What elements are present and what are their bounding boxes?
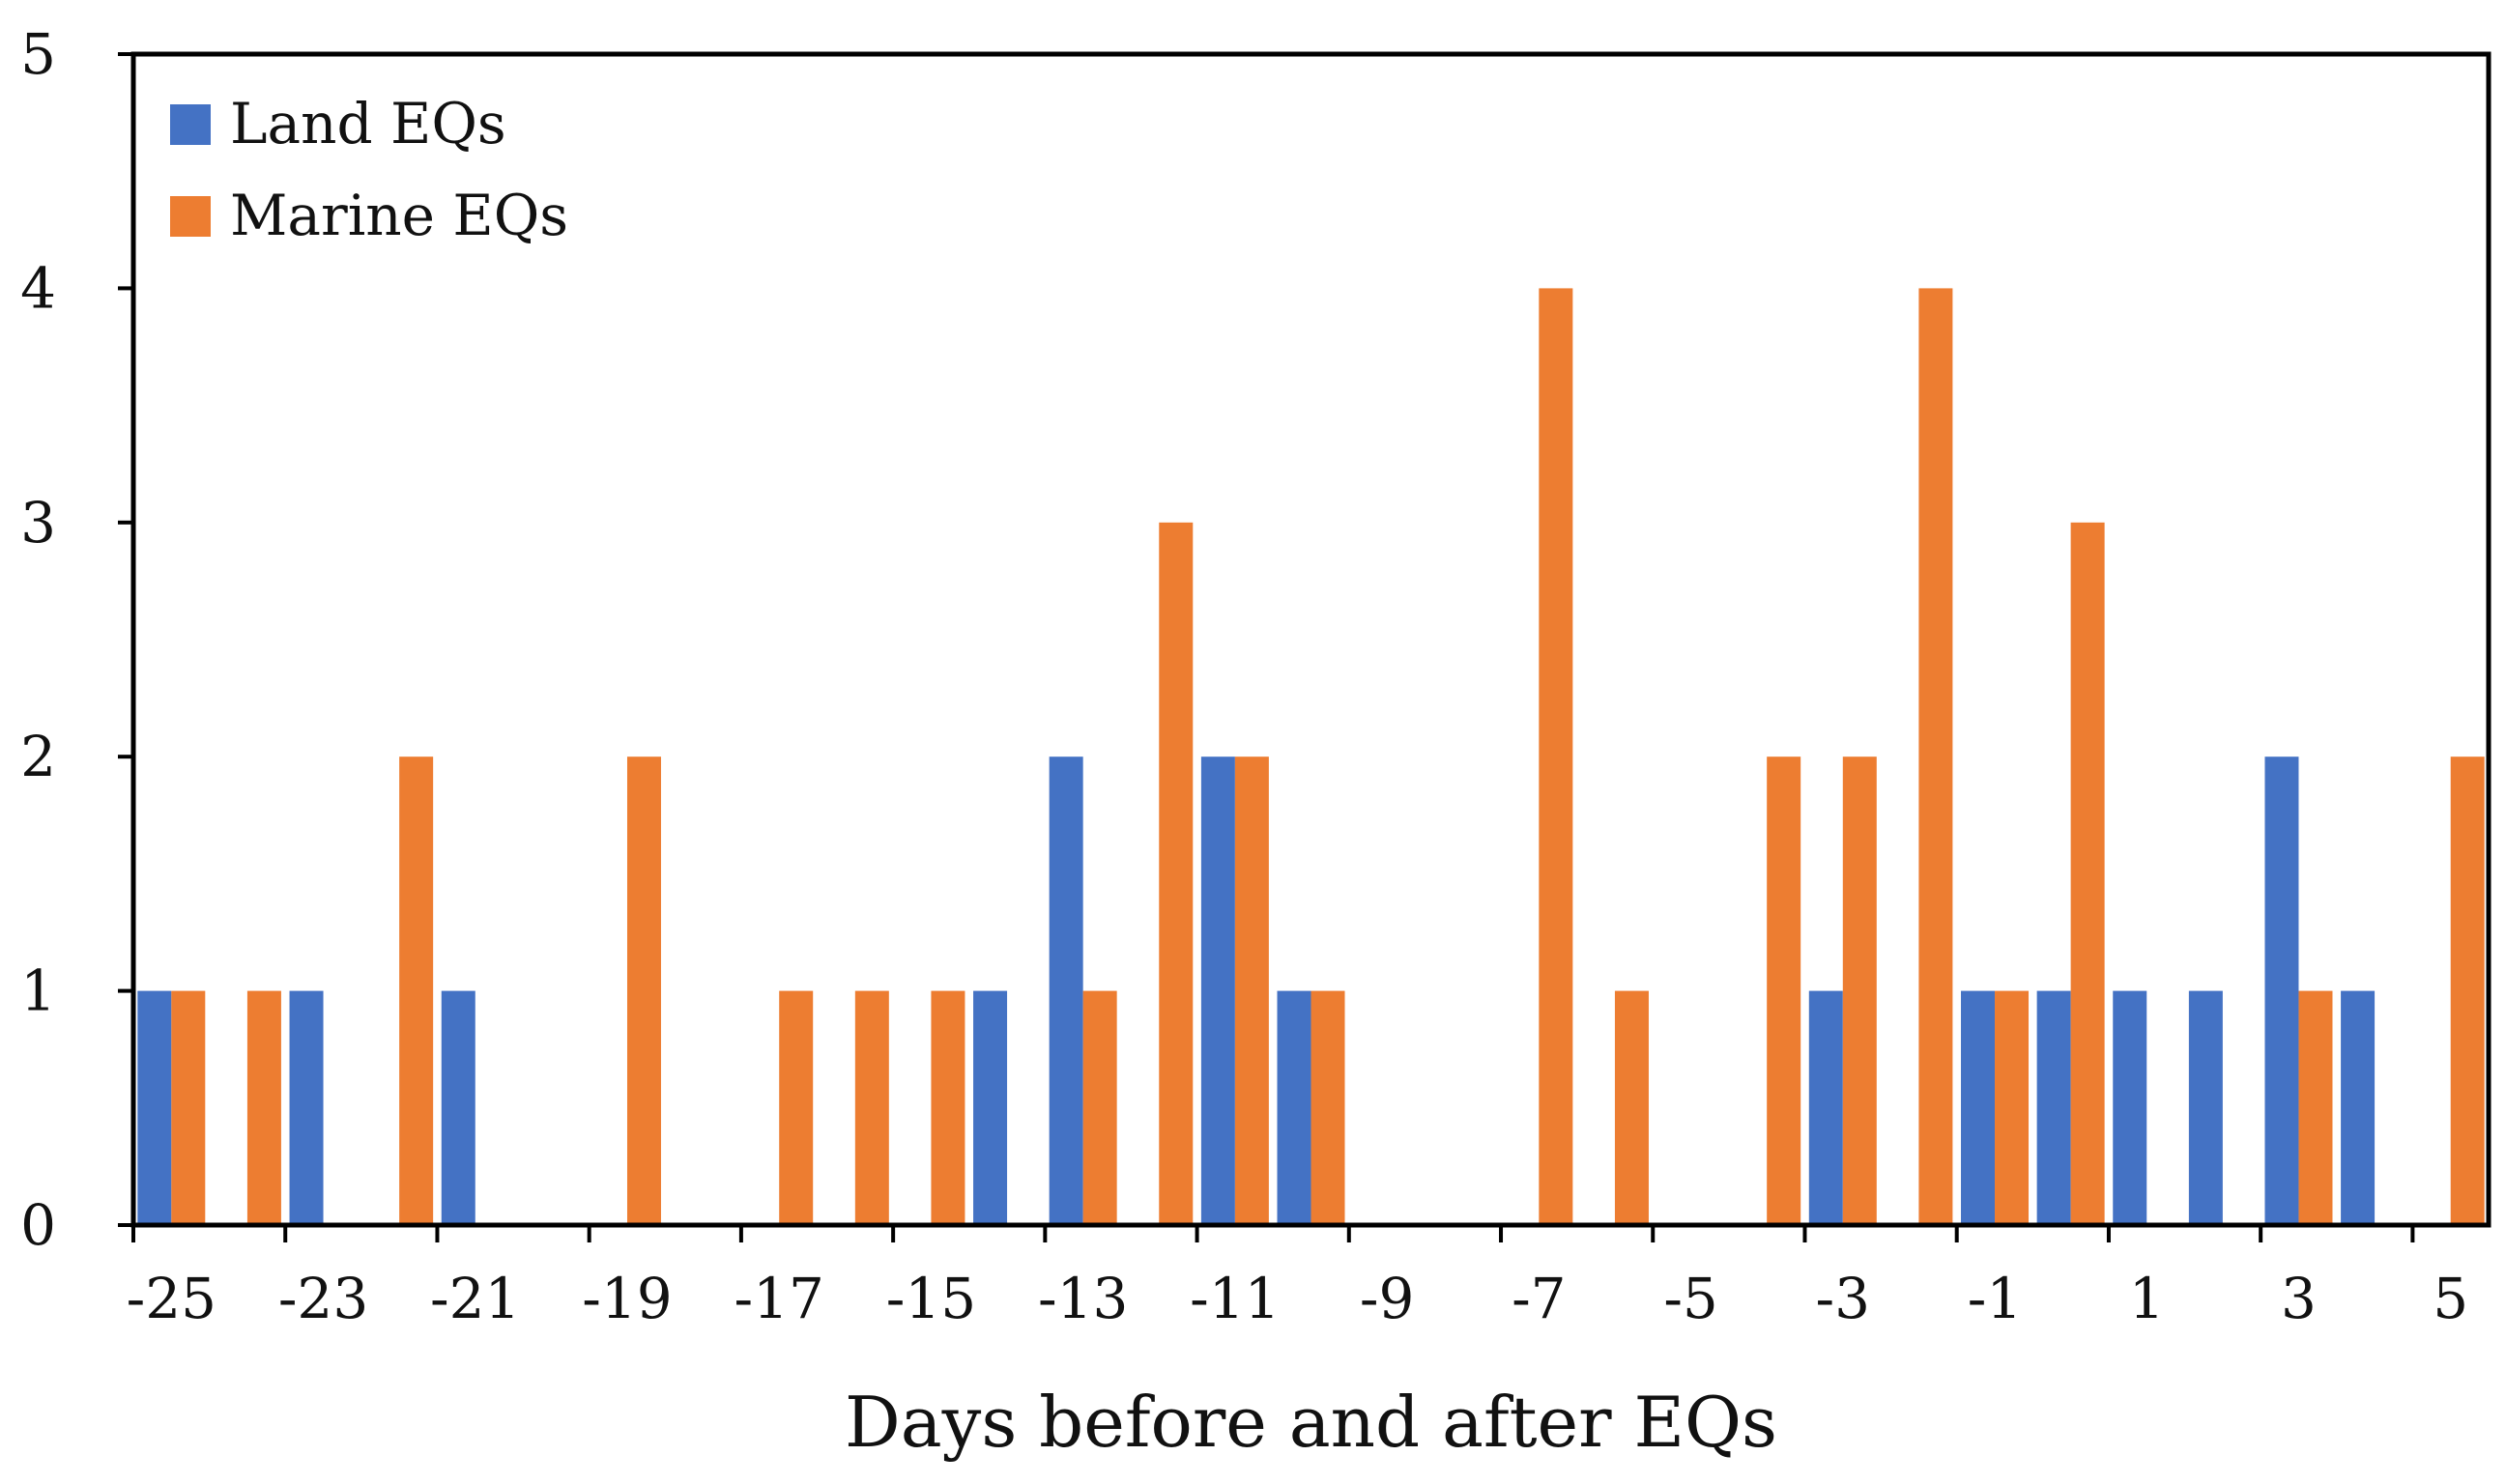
bar-land-day-3 — [2264, 756, 2299, 1225]
x-tick-label: -5 — [1663, 1266, 1718, 1331]
bar-marine-day--15 — [931, 990, 965, 1225]
plot-area-frame — [130, 51, 2492, 1228]
y-tick-label: 2 — [20, 724, 56, 789]
bar-marine-day--2 — [1918, 288, 1953, 1225]
legend: Land EQs Marine EQs — [170, 91, 568, 248]
bar-marine-day--6 — [1614, 990, 1649, 1225]
bar-land-day--10 — [1277, 990, 1311, 1225]
bar-land-day-4 — [2341, 990, 2376, 1225]
bar-land-day--11 — [1200, 756, 1235, 1225]
bar-land-day--21 — [441, 990, 475, 1225]
x-tick-label: -25 — [127, 1266, 216, 1331]
x-tick-label: -13 — [1038, 1266, 1128, 1331]
bar-marine-day--16 — [854, 990, 889, 1225]
bar-land-day--14 — [973, 990, 1008, 1225]
bar-marine-day--10 — [1311, 990, 1345, 1225]
bar-land-day-2 — [2188, 990, 2223, 1225]
x-tick-label: -1 — [1968, 1266, 2023, 1331]
bar-land-day--25 — [137, 990, 172, 1225]
bar-marine-day--13 — [1082, 990, 1117, 1225]
bar-marine-day--3 — [1842, 756, 1877, 1225]
x-tick-label: -3 — [1816, 1266, 1871, 1331]
bar-land-day--13 — [1049, 756, 1083, 1225]
x-tick-label: -19 — [582, 1266, 672, 1331]
x-tick-label: -15 — [886, 1266, 976, 1331]
legend-label-marine: Marine EQs — [230, 183, 568, 248]
x-axis-title: Days before and after EQs — [845, 1382, 1777, 1463]
x-tick-label: -21 — [430, 1266, 520, 1331]
bar-marine-day--12 — [1159, 522, 1194, 1225]
x-tick-label: -7 — [1512, 1266, 1567, 1331]
bar-marine-day--17 — [779, 990, 814, 1225]
x-tick-label: 5 — [2433, 1266, 2468, 1331]
bar-marine-day--11 — [1234, 756, 1269, 1225]
x-tick-label: -17 — [735, 1266, 824, 1331]
bar-land-day--3 — [1808, 990, 1843, 1225]
bar-marine-day-0 — [2070, 522, 2105, 1225]
bar-marine-day--24 — [246, 990, 281, 1225]
x-axis: -25 -23 -21 -19 -17 -15 -13 -11 -9 -7 -5 -3 -1 1 3 5 — [127, 1225, 2468, 1331]
x-tick-label: -9 — [1360, 1266, 1415, 1331]
y-tick-label: 3 — [20, 490, 56, 556]
y-tick-label: 4 — [20, 255, 56, 321]
x-tick-label: 3 — [2281, 1266, 2317, 1331]
legend-label-land: Land EQs — [230, 91, 506, 157]
bar-marine-day--1 — [1995, 990, 2030, 1225]
bar-marine-day--4 — [1767, 756, 1801, 1225]
y-axis: 0 1 2 3 4 5 — [20, 21, 133, 1258]
y-tick-label: 5 — [20, 21, 56, 87]
bar-land-day--1 — [1961, 990, 1996, 1225]
y-tick-label: 0 — [20, 1192, 56, 1258]
legend-swatch-land — [170, 104, 211, 145]
bar-marine-day-3 — [2298, 990, 2333, 1225]
bar-land-day-0 — [2036, 990, 2071, 1225]
bar-marine-day--19 — [626, 756, 661, 1225]
bars-group — [137, 288, 2485, 1225]
y-tick-label: 1 — [20, 958, 56, 1024]
x-tick-label: -11 — [1190, 1266, 1280, 1331]
legend-swatch-marine — [170, 196, 211, 237]
x-tick-label: -23 — [278, 1266, 368, 1331]
x-tick-label: 1 — [2129, 1266, 2165, 1331]
bar-marine-day--22 — [399, 756, 434, 1225]
bar-marine-day--7 — [1539, 288, 1573, 1225]
bar-land-day--23 — [289, 990, 324, 1225]
bar-marine-day-5 — [2450, 756, 2485, 1225]
bar-marine-day--25 — [171, 990, 206, 1225]
bar-land-day-1 — [2113, 990, 2147, 1225]
